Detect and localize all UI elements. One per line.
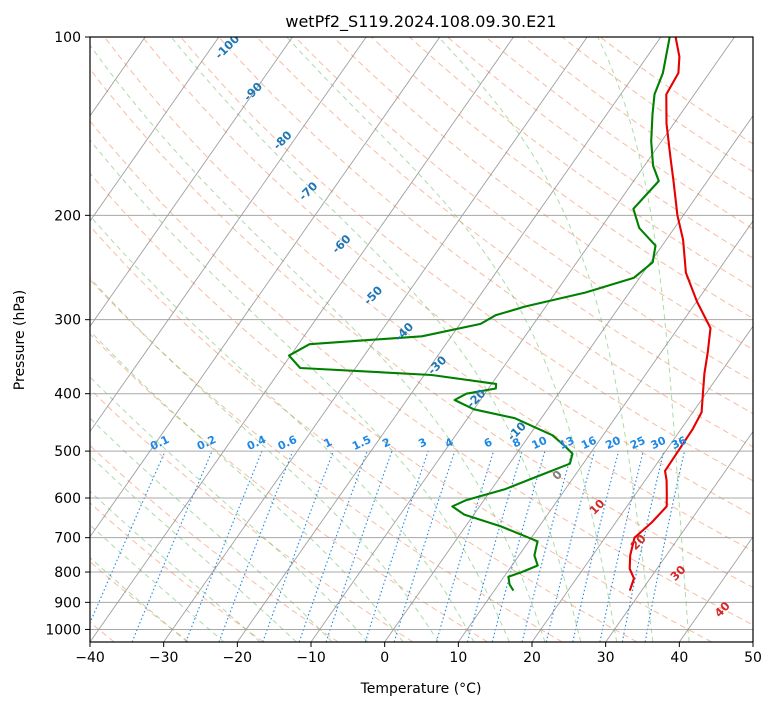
isotherm xyxy=(0,37,219,642)
dry-adiabat-label: -40 xyxy=(392,320,417,345)
dewpoint-profile xyxy=(289,37,670,591)
x-tick-label: 10 xyxy=(449,650,467,666)
isotherm xyxy=(0,37,293,642)
y-tick-label: 400 xyxy=(54,387,81,403)
dry-adiabat xyxy=(0,37,338,642)
y-tick-label: 500 xyxy=(54,444,81,460)
x-tick-label: 30 xyxy=(597,650,615,666)
mixing-ratio-line xyxy=(82,451,165,642)
dry-adiabat xyxy=(0,37,189,642)
y-tick-label: 100 xyxy=(54,30,81,46)
dry-adiabat-label: 0 xyxy=(549,467,565,483)
mixing-ratio-label: 20 xyxy=(603,434,623,452)
mixing-ratio-label: 0.4 xyxy=(245,433,268,453)
y-tick-label: 600 xyxy=(54,491,81,507)
mixing-ratio-line xyxy=(186,451,262,642)
mixing-ratio-label: 3 xyxy=(416,435,428,450)
isotherm xyxy=(385,37,775,642)
mixing-ratio-label: 1 xyxy=(322,435,334,450)
series-layer xyxy=(289,37,711,591)
dry-adiabat xyxy=(0,37,488,642)
x-tick-label: −40 xyxy=(75,650,105,666)
isotherm xyxy=(753,37,775,642)
isotherm xyxy=(90,37,514,642)
x-tick-label: −20 xyxy=(223,650,253,666)
dry-adiabat xyxy=(0,37,712,642)
isotherm xyxy=(237,37,661,642)
moist-adiabat xyxy=(287,37,617,642)
dry-adiabat xyxy=(448,37,775,642)
dry-adiabat xyxy=(143,37,775,642)
mixing-ratio-line xyxy=(263,451,334,642)
mixing-ratio-label: 1.5 xyxy=(350,433,373,453)
mixing-ratio-label: 30 xyxy=(649,434,669,452)
dry-adiabat xyxy=(257,37,775,642)
dry-adiabat xyxy=(371,37,775,642)
dry-adiabat xyxy=(0,37,637,642)
moist-adiabat xyxy=(0,37,368,642)
mixing-ratio-label: 25 xyxy=(628,434,647,452)
moist-adiabat xyxy=(0,37,224,642)
mixing-ratio-label: 36 xyxy=(669,434,689,452)
mixing-ratio-line xyxy=(132,451,212,642)
x-tick-label: 40 xyxy=(670,650,688,666)
dry-adiabat-label: 10 xyxy=(586,496,607,517)
x-tick-label: 0 xyxy=(380,650,389,666)
y-tick-label: 1000 xyxy=(45,622,81,638)
mixing-ratio-line xyxy=(326,451,392,642)
moist-adiabat xyxy=(0,37,187,642)
dry-adiabat-label: -60 xyxy=(329,232,354,257)
y-tick-label: 700 xyxy=(54,531,81,547)
plot-frame xyxy=(90,37,753,642)
dry-adiabat xyxy=(524,37,775,642)
mixing-ratio-line xyxy=(645,451,684,642)
dry-adiabat-label: -80 xyxy=(270,128,295,153)
dry-adiabat xyxy=(600,37,775,642)
y-tick-label: 900 xyxy=(54,595,81,611)
y-tick-label: 800 xyxy=(54,565,81,581)
y-axis-title: Pressure (hPa) xyxy=(12,290,28,390)
dry-adiabat xyxy=(0,37,413,642)
dry-adiabat xyxy=(0,37,263,642)
dry-adiabat xyxy=(104,37,775,642)
mixing-ratio-line xyxy=(299,451,367,642)
mixing-ratio-label: 0.6 xyxy=(276,433,299,453)
moist-adiabat xyxy=(439,37,653,642)
chart-title: wetPf2_S119.2024.108.09.30.E21 xyxy=(285,12,556,32)
mixing-ratio-line xyxy=(468,451,523,642)
mixing-ratio-label: 13 xyxy=(557,434,576,452)
x-tick-label: −30 xyxy=(149,650,179,666)
mixing-ratio-line xyxy=(436,451,493,642)
x-axis-title: Temperature (°C) xyxy=(360,681,482,697)
mixing-ratio-label: 10 xyxy=(530,434,550,452)
mixing-ratio-line xyxy=(546,451,594,642)
x-tick-label: 50 xyxy=(744,650,762,666)
dry-adiabat-label: -50 xyxy=(361,283,386,308)
x-tick-label: −10 xyxy=(296,650,326,666)
y-tick-label: 300 xyxy=(54,313,81,329)
mixing-ratio-label: 16 xyxy=(579,434,599,452)
isotherm xyxy=(0,37,72,642)
x-tick-label: 20 xyxy=(523,650,541,666)
isotherm xyxy=(0,37,366,642)
mixing-ratio-label: 2 xyxy=(380,435,392,450)
mixing-ratio-line xyxy=(365,451,428,642)
y-tick-label: 200 xyxy=(54,208,81,224)
moist-adiabat xyxy=(0,37,332,642)
dry-adiabat-label: -70 xyxy=(296,179,321,204)
mixing-ratio-label: 6 xyxy=(482,435,495,450)
